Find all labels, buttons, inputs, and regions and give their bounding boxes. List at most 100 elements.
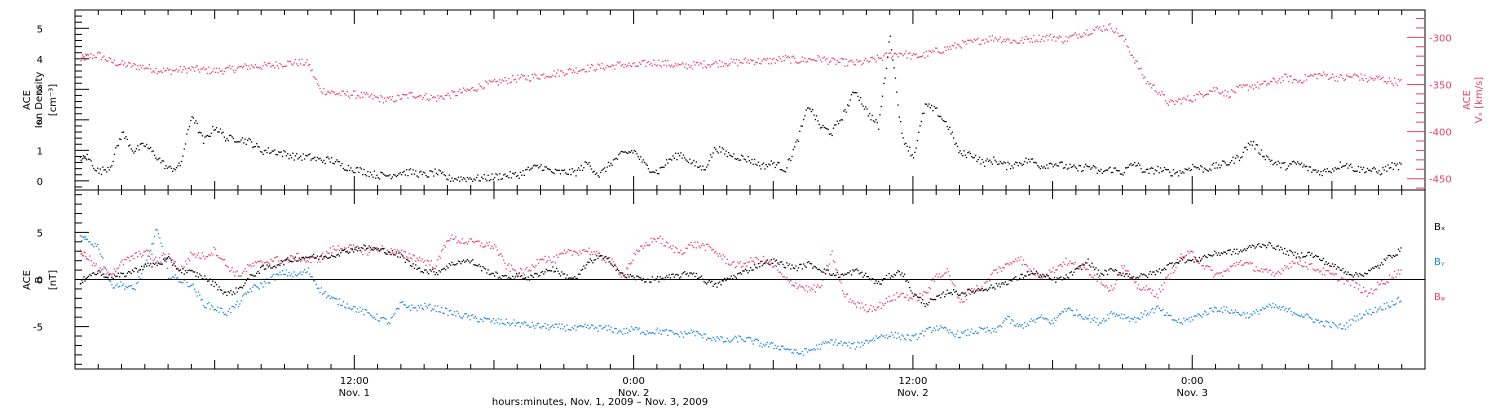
bz-series-point <box>689 244 691 246</box>
bz-series-point <box>1040 277 1043 279</box>
bz-series-point <box>1143 287 1145 289</box>
by-series-point <box>576 326 578 328</box>
by-series-point <box>235 304 237 306</box>
bx-series-point <box>303 257 306 260</box>
vx-series-point <box>103 55 105 57</box>
bz-series-point <box>147 249 149 252</box>
bz-series-point <box>539 259 541 261</box>
bz-series-point <box>433 267 435 269</box>
bx-series-point <box>514 276 516 278</box>
vx-series-point <box>610 65 612 68</box>
bz-series-point <box>1192 251 1194 253</box>
vx-series-point <box>1126 45 1128 47</box>
density-series-point <box>911 154 913 156</box>
vx-series-point <box>1147 81 1149 83</box>
by-series-point <box>1034 321 1036 323</box>
bz-series-point <box>938 273 941 275</box>
vx-series-point <box>991 35 994 37</box>
density-series-point <box>1350 163 1352 165</box>
by-series-point <box>333 297 335 299</box>
bx-series-point <box>274 265 276 267</box>
bz-series-point <box>121 259 123 261</box>
density-series-point <box>174 169 176 171</box>
bx-series-point <box>755 266 757 268</box>
bz-series-point <box>1304 261 1306 264</box>
density-series-point <box>402 171 404 174</box>
by-series-point <box>97 243 99 246</box>
bz-series-point <box>322 252 324 254</box>
bx-series-point <box>130 272 132 275</box>
density-series-point <box>1278 162 1281 164</box>
bx-series-point <box>398 252 400 254</box>
vx-series-point <box>345 94 347 96</box>
bz-series-point <box>817 284 819 286</box>
bx-series-point <box>327 257 329 260</box>
vx-series-point <box>160 70 162 72</box>
by-series-point <box>1384 308 1387 310</box>
density-series-point <box>1271 159 1273 161</box>
vx-series-point <box>863 59 866 62</box>
bx-series-point <box>236 291 238 293</box>
bz-series-point <box>839 280 841 282</box>
bx-series-point <box>452 263 454 266</box>
by-series-point <box>569 329 571 331</box>
density-series-point <box>922 112 924 115</box>
vx-series-point <box>373 94 375 97</box>
bz-series-point <box>1101 284 1103 286</box>
density-series-point <box>1316 171 1318 173</box>
bz-series-point <box>232 271 235 273</box>
bx-series-point <box>682 272 685 274</box>
by-series-point <box>135 282 138 285</box>
by-series-point <box>949 329 951 331</box>
bz-series-point <box>464 242 466 244</box>
bx-series-point <box>307 256 310 259</box>
density-series-point <box>653 171 655 173</box>
bz-series-point <box>217 255 219 257</box>
density-series-point <box>134 150 136 152</box>
vx-series-point <box>678 64 681 66</box>
by-series-point <box>1170 315 1172 317</box>
vx-series-point <box>1258 87 1260 89</box>
density-series-point <box>1115 169 1118 171</box>
by-series-point <box>940 325 942 327</box>
by-series-point <box>1062 311 1065 313</box>
vx-series-point <box>627 64 629 67</box>
vx-series-point <box>597 63 599 65</box>
bz-series-point <box>351 247 353 250</box>
vx-series-point <box>861 64 863 66</box>
vx-series-point <box>496 80 498 82</box>
vx-series-point <box>1150 87 1153 89</box>
density-series-point <box>1331 168 1334 170</box>
bz-series-point <box>990 273 992 276</box>
density-series-point <box>1109 166 1111 168</box>
bz-series-point <box>1017 257 1019 259</box>
vx-series-point <box>1030 38 1032 40</box>
bz-series-point <box>982 290 985 292</box>
density-series-point <box>725 150 727 152</box>
bz-series-point <box>612 260 615 263</box>
density-series-point <box>257 145 259 148</box>
vx-series-point <box>391 96 394 98</box>
by-series-point <box>662 329 664 331</box>
density-series-point <box>1320 171 1322 173</box>
bx-series-point <box>550 270 553 272</box>
bz-series-point <box>1125 270 1127 272</box>
density-series-point <box>536 164 538 167</box>
density-series-point <box>1198 168 1200 170</box>
bz-series-point <box>1020 256 1022 258</box>
top-right-tick-label: -400 <box>1429 128 1452 139</box>
bx-series-point <box>574 276 576 278</box>
vx-series-point <box>1163 94 1166 96</box>
bz-series-point <box>1225 269 1228 272</box>
vx-series-point <box>129 62 131 64</box>
density-series-point <box>892 59 894 61</box>
density-series-point <box>1388 167 1391 169</box>
density-series-point <box>280 151 282 153</box>
vx-series-point <box>916 56 919 59</box>
vx-series-point <box>588 70 590 72</box>
bx-series-point <box>391 250 394 252</box>
bz-series-point <box>685 247 687 249</box>
vx-series-point <box>382 102 385 104</box>
vx-series-point <box>1109 23 1111 25</box>
by-series-point <box>293 271 295 273</box>
